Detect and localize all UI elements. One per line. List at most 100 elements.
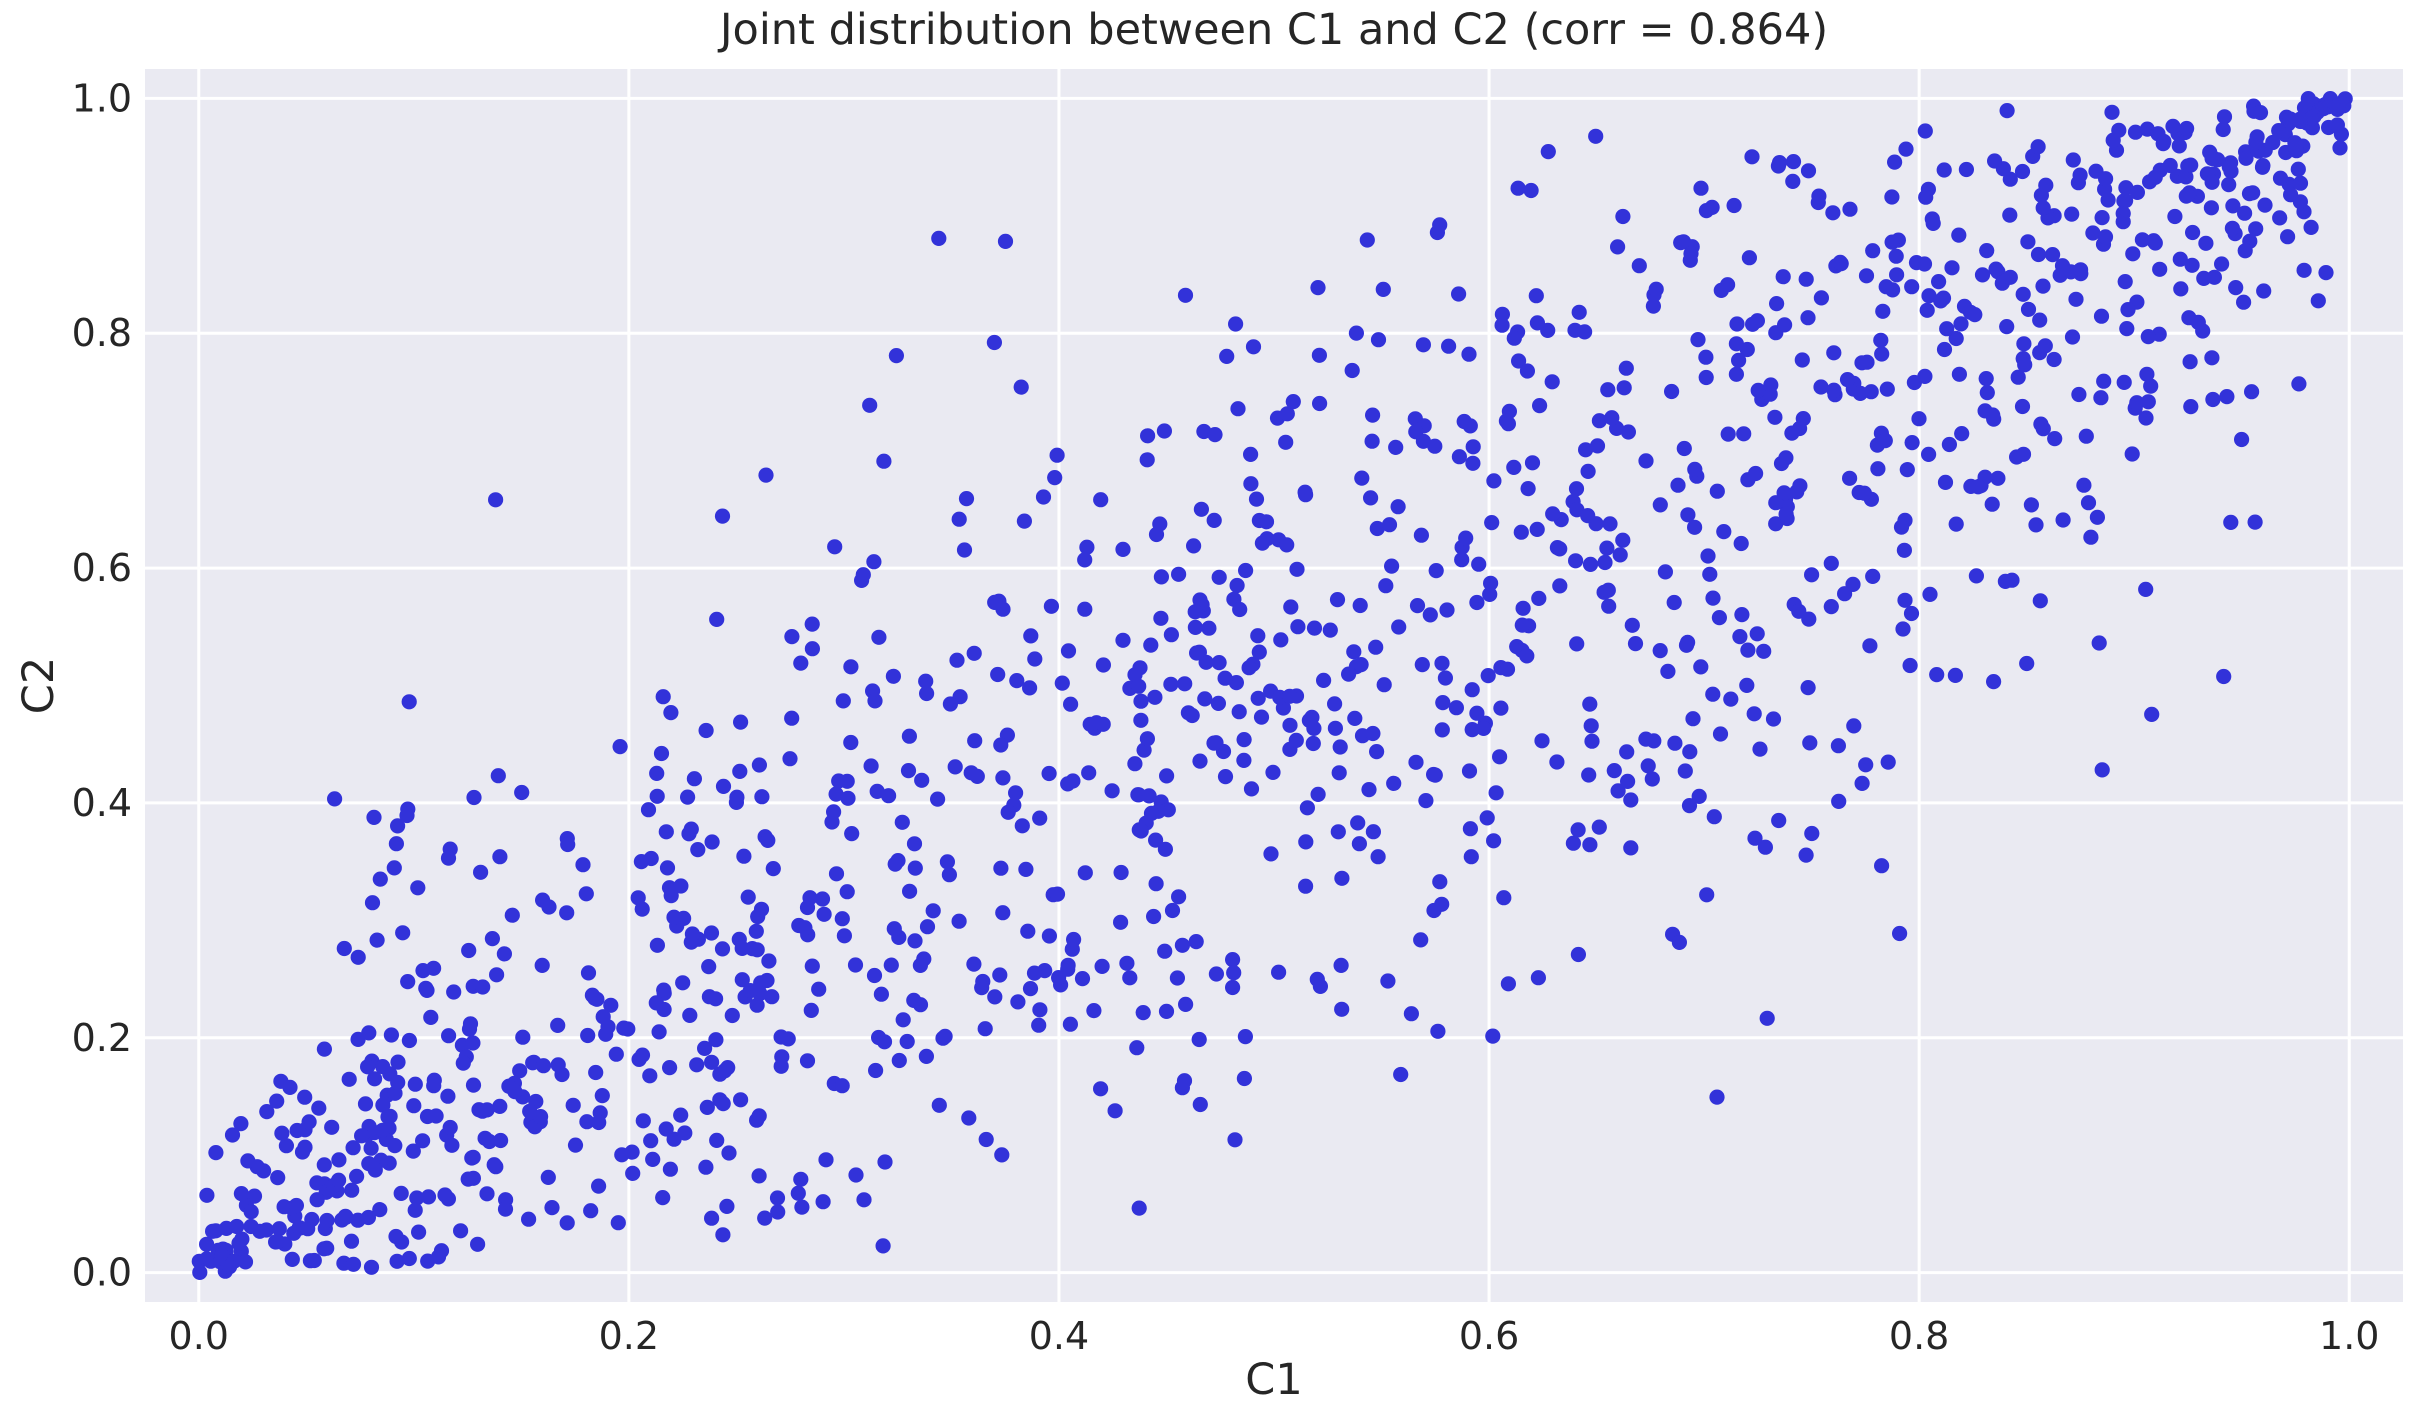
data-point — [393, 1185, 409, 1201]
data-point — [956, 542, 973, 558]
data-point — [1970, 479, 1986, 495]
data-point — [1785, 154, 1802, 170]
data-point — [1581, 767, 1597, 783]
data-point — [1163, 627, 1179, 643]
data-point — [843, 659, 859, 675]
data-point — [1365, 725, 1381, 742]
data-point — [875, 1238, 891, 1254]
data-point — [1157, 841, 1173, 857]
data-point — [1986, 674, 2002, 690]
data-point — [804, 616, 820, 632]
data-point — [1627, 636, 1644, 652]
data-point — [1316, 672, 1332, 689]
data-point — [1578, 442, 1594, 458]
data-point — [1430, 1023, 1446, 1039]
data-point — [2219, 389, 2235, 405]
data-point — [1086, 1003, 1102, 1019]
data-point — [1013, 379, 1029, 395]
data-point — [761, 953, 777, 969]
data-point — [2032, 312, 2048, 328]
data-point — [2118, 180, 2134, 196]
data-point — [993, 737, 1009, 753]
data-point — [1898, 141, 1914, 157]
data-point — [2115, 214, 2131, 230]
data-point — [1104, 783, 1120, 799]
data-point — [2078, 428, 2094, 444]
data-point — [1095, 716, 1111, 732]
data-point — [1171, 889, 1187, 905]
data-point — [1802, 735, 1818, 751]
data-point — [1530, 970, 1546, 986]
data-point — [1486, 833, 1502, 849]
data-point — [440, 850, 457, 866]
data-point — [749, 942, 765, 958]
data-point — [900, 763, 917, 779]
data-point — [894, 814, 910, 830]
data-point — [754, 789, 770, 805]
data-point — [1601, 598, 1617, 614]
data-point — [1865, 568, 1881, 585]
data-point — [2116, 374, 2132, 390]
y-tick-label: 0.8 — [72, 311, 132, 355]
data-point — [497, 1201, 514, 1217]
data-point — [1917, 123, 1933, 139]
data-point — [2165, 118, 2181, 134]
data-point — [1361, 782, 1377, 798]
data-point — [1113, 914, 1129, 930]
data-point — [662, 1161, 679, 1177]
data-point — [1623, 840, 1639, 856]
data-point — [1454, 552, 1470, 568]
data-point — [1177, 287, 1194, 303]
data-point — [1620, 424, 1636, 440]
data-point — [311, 1100, 327, 1116]
data-point — [309, 1175, 325, 1191]
data-point — [1941, 436, 1957, 453]
data-point — [350, 949, 366, 965]
data-point — [2265, 134, 2281, 151]
data-point — [1177, 676, 1193, 692]
data-point — [1227, 1132, 1243, 1148]
data-point — [1465, 439, 1481, 455]
data-point — [2288, 141, 2304, 157]
data-point — [1469, 705, 1485, 721]
data-point — [1884, 234, 1900, 250]
data-point — [769, 1190, 786, 1206]
data-point — [876, 1034, 893, 1050]
data-point — [316, 1041, 332, 1057]
data-point — [465, 1035, 481, 1051]
data-point — [699, 1099, 715, 1115]
data-point — [714, 941, 731, 957]
data-point — [1376, 677, 1392, 693]
data-point — [2237, 243, 2253, 259]
data-point — [751, 1108, 767, 1124]
data-point — [1211, 655, 1227, 671]
data-point — [1386, 775, 1402, 792]
data-point — [488, 1159, 504, 1175]
data-point — [2004, 572, 2020, 588]
data-point — [1258, 514, 1275, 530]
data-point — [816, 906, 832, 922]
y-tick-label: 1.0 — [72, 76, 132, 120]
data-point — [1479, 810, 1495, 826]
data-point — [1956, 298, 1973, 314]
data-point — [1798, 271, 1814, 287]
data-point — [1706, 809, 1722, 825]
data-point — [2204, 174, 2220, 190]
data-point — [1549, 540, 1565, 556]
data-point — [389, 1253, 405, 1269]
data-point — [1441, 338, 1457, 354]
data-point — [1370, 332, 1387, 348]
data-point — [1589, 438, 1606, 454]
data-point — [1250, 628, 1266, 644]
data-point — [869, 783, 885, 800]
data-point — [360, 1209, 376, 1226]
data-point — [697, 1040, 713, 1056]
data-point — [1311, 347, 1327, 363]
data-point — [1243, 446, 1259, 462]
data-point — [633, 854, 650, 870]
data-point — [192, 1264, 208, 1280]
data-point — [1408, 754, 1424, 770]
data-point — [862, 397, 878, 413]
data-point — [594, 1088, 610, 1104]
data-point — [1063, 696, 1079, 712]
